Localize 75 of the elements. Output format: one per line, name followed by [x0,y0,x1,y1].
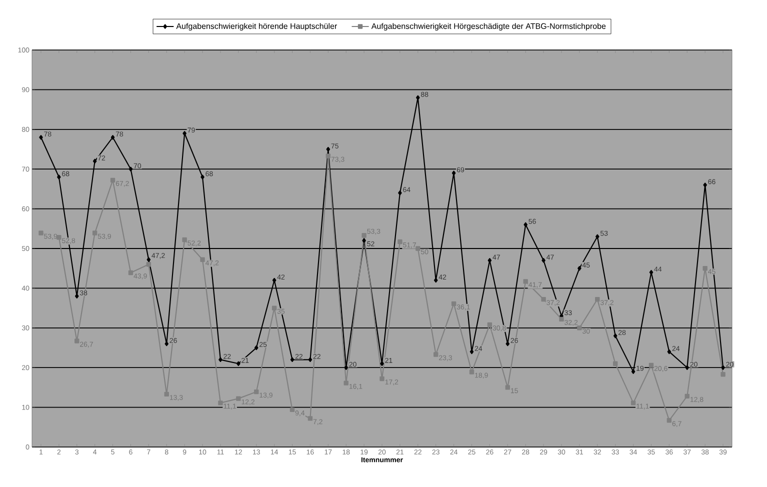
point [684,394,690,399]
point [451,301,456,306]
point [326,154,331,158]
point [380,361,384,366]
point [524,222,528,228]
point [595,234,600,239]
point [128,166,133,172]
point [434,278,438,283]
point [326,146,330,152]
legend-label: Aufgabenschwierigkeit hörende Hauptschüler [176,23,338,31]
legend-label: Aufgabenschwierigkeit Hörgeschädigte der ATBG-Normstichprobe [371,23,606,31]
point [666,418,672,423]
point [39,134,43,140]
point [110,134,115,140]
point [236,396,241,401]
point [523,279,528,284]
point [290,357,294,362]
point [685,365,690,370]
point [416,246,420,251]
point [362,233,366,238]
point [218,400,223,406]
point [218,357,222,362]
point [308,357,312,362]
point [721,365,725,370]
point [182,237,187,242]
point [92,230,98,236]
point [416,95,420,100]
point [487,322,492,328]
point [254,345,258,350]
point [612,361,618,366]
point [702,266,708,271]
point [631,369,636,374]
point [630,400,636,406]
point [452,170,456,176]
point [290,407,295,412]
point [272,306,277,310]
point [56,235,62,240]
point [146,262,152,267]
point [164,392,169,397]
point [398,239,402,244]
point [308,416,313,421]
point [200,257,205,262]
point [703,182,707,188]
point [595,296,600,302]
point [164,341,169,346]
point [128,270,134,276]
point [344,365,348,370]
point [542,258,546,263]
point [57,174,61,180]
point [398,190,402,196]
point [720,372,726,377]
point [200,174,204,180]
point [505,385,510,390]
point [613,333,618,338]
point [74,294,79,298]
point [110,178,116,183]
point [74,338,80,344]
point [362,238,366,243]
point [648,362,654,368]
point [344,380,348,386]
point [146,257,151,262]
point [434,352,438,357]
point [667,349,672,354]
point [541,296,546,302]
point [38,230,44,236]
point [380,376,384,382]
point [559,316,564,322]
point [272,278,276,283]
point [92,158,97,164]
point [469,370,474,374]
point [236,361,240,366]
point [182,131,186,136]
point [577,326,582,330]
point [578,266,582,271]
point [254,389,259,394]
